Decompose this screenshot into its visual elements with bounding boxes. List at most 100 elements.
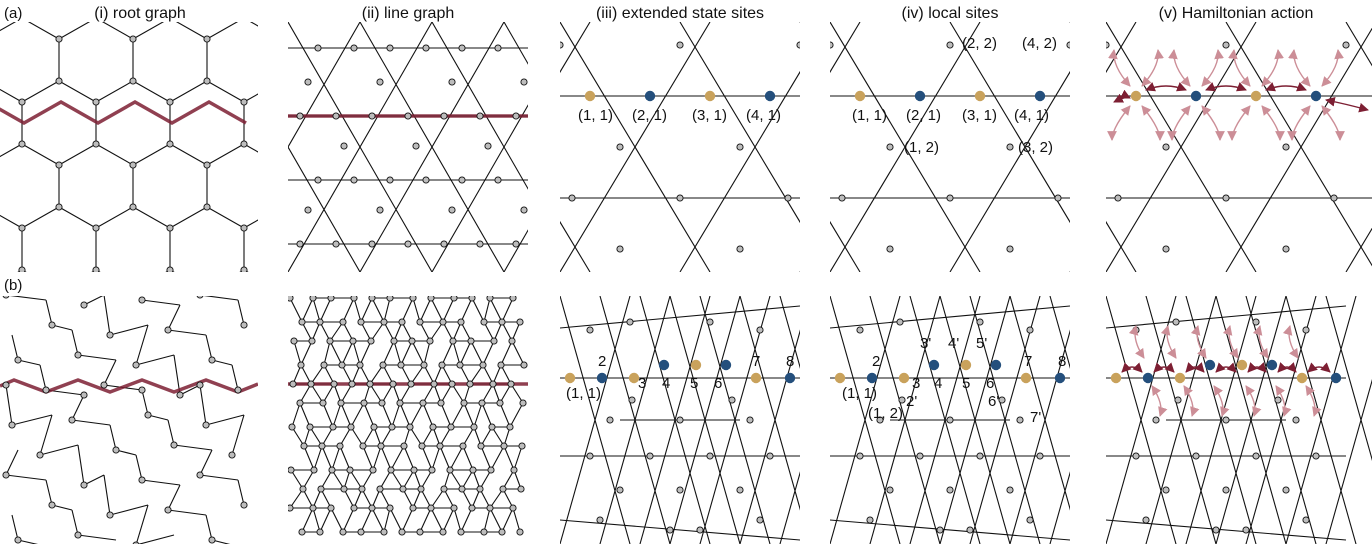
line-graph-node xyxy=(478,399,486,407)
honeycomb-edge xyxy=(206,143,245,166)
lattice-edge xyxy=(969,296,1041,544)
hopping-arrow-light xyxy=(1282,325,1299,359)
line-graph-edge xyxy=(332,402,342,428)
kagome-edge xyxy=(576,22,720,272)
line-graph-node xyxy=(516,528,524,536)
b-iv-gray-label-3: 3 xyxy=(912,375,920,392)
lattice-edge xyxy=(779,296,800,369)
kagome-edge xyxy=(0,22,72,272)
lattice-node xyxy=(628,396,636,404)
a-extended-state-sites xyxy=(560,22,800,272)
honeycomb-node xyxy=(93,393,99,399)
blue-site xyxy=(1310,90,1322,102)
honeycomb-node xyxy=(315,225,321,231)
gold-site xyxy=(1296,372,1308,384)
lattice-edge xyxy=(1069,22,1070,24)
line-graph-node xyxy=(407,380,415,388)
line-graph-node xyxy=(519,399,527,407)
line-graph-edge xyxy=(341,340,354,366)
root-node xyxy=(48,501,56,509)
lattice-node xyxy=(728,396,736,404)
line-graph-edge xyxy=(383,507,391,533)
root-node xyxy=(176,391,184,399)
lattice-edge xyxy=(1225,27,1372,272)
honeycomb-edge xyxy=(206,22,239,40)
honeycomb-edge xyxy=(58,206,97,229)
honeycomb-node xyxy=(92,266,100,272)
blue-site xyxy=(928,359,940,371)
honeycomb-node xyxy=(18,266,26,272)
lattice-node xyxy=(676,41,684,49)
hopping-arrow-light xyxy=(1227,105,1251,141)
line-graph-edge xyxy=(469,364,484,385)
kagome-node xyxy=(368,112,376,120)
line-graph-node xyxy=(387,466,395,474)
line-graph-edge xyxy=(381,402,393,428)
root-node xyxy=(2,471,10,479)
line-graph-edge xyxy=(383,297,391,323)
line-graph-node xyxy=(379,361,387,369)
line-graph-node xyxy=(356,361,364,369)
root-edge xyxy=(39,364,47,391)
lattice-edge xyxy=(1245,296,1317,544)
line-graph-edge xyxy=(449,445,464,471)
lattice-edge xyxy=(470,22,620,272)
lattice-node xyxy=(706,452,714,460)
line-graph-node xyxy=(377,442,385,450)
kagome-edge xyxy=(576,22,720,272)
kagome-node xyxy=(531,177,537,183)
hopping-arrow-light xyxy=(1183,385,1200,417)
line-graph-node xyxy=(370,423,378,431)
line-graph-node xyxy=(366,380,374,388)
line-graph-edge xyxy=(423,364,435,385)
lattice-node xyxy=(856,326,864,334)
root-edge xyxy=(135,324,149,366)
root-node xyxy=(234,386,242,394)
root-edge xyxy=(237,299,245,326)
blue-site xyxy=(1054,372,1066,384)
honeycomb-node xyxy=(278,330,284,336)
honeycomb-node xyxy=(315,99,321,105)
kagome-node xyxy=(520,78,528,86)
line-graph-edge xyxy=(342,297,355,323)
line-graph-edge xyxy=(479,469,492,490)
line-graph-edge xyxy=(401,321,413,342)
lattice-node xyxy=(1006,143,1014,151)
honeycomb-edge xyxy=(318,270,355,291)
line-graph-edge xyxy=(483,507,491,533)
line-graph-node xyxy=(418,442,426,450)
kagome-edge xyxy=(431,104,528,272)
lattice-node xyxy=(1006,486,1014,494)
root-edge xyxy=(5,474,47,481)
root-node xyxy=(2,381,10,389)
line-graph-edge xyxy=(360,321,372,342)
lattice-node xyxy=(1282,245,1290,253)
lattice-edge xyxy=(350,22,500,272)
honeycomb-edge xyxy=(243,269,249,272)
honeycomb-node xyxy=(92,98,100,106)
kagome-edge xyxy=(648,22,792,272)
line-graph-edge xyxy=(329,340,343,366)
honeycomb-node xyxy=(241,351,247,357)
gold-site xyxy=(974,90,986,102)
line-graph-edge xyxy=(291,426,305,447)
line-graph-node xyxy=(477,442,485,450)
root-node xyxy=(170,441,178,449)
line-graph-edge xyxy=(479,488,491,509)
line-graph-node xyxy=(347,423,355,431)
kagome-node xyxy=(512,112,520,120)
honeycomb-node xyxy=(389,141,395,147)
line-graph-edge xyxy=(419,507,432,533)
root-edge xyxy=(39,414,53,456)
root-node xyxy=(36,451,44,459)
line-graph-edge xyxy=(441,364,453,385)
line-graph-node xyxy=(349,337,357,345)
line-graph-edge xyxy=(389,507,403,533)
hopping-arrow-light xyxy=(1201,105,1225,141)
line-graph-edge xyxy=(382,340,395,366)
honeycomb-edge xyxy=(58,22,91,40)
line-graph-node xyxy=(386,296,394,302)
root-node xyxy=(228,451,236,459)
honeycomb-edge xyxy=(27,22,60,40)
line-graph-edge xyxy=(449,469,463,490)
